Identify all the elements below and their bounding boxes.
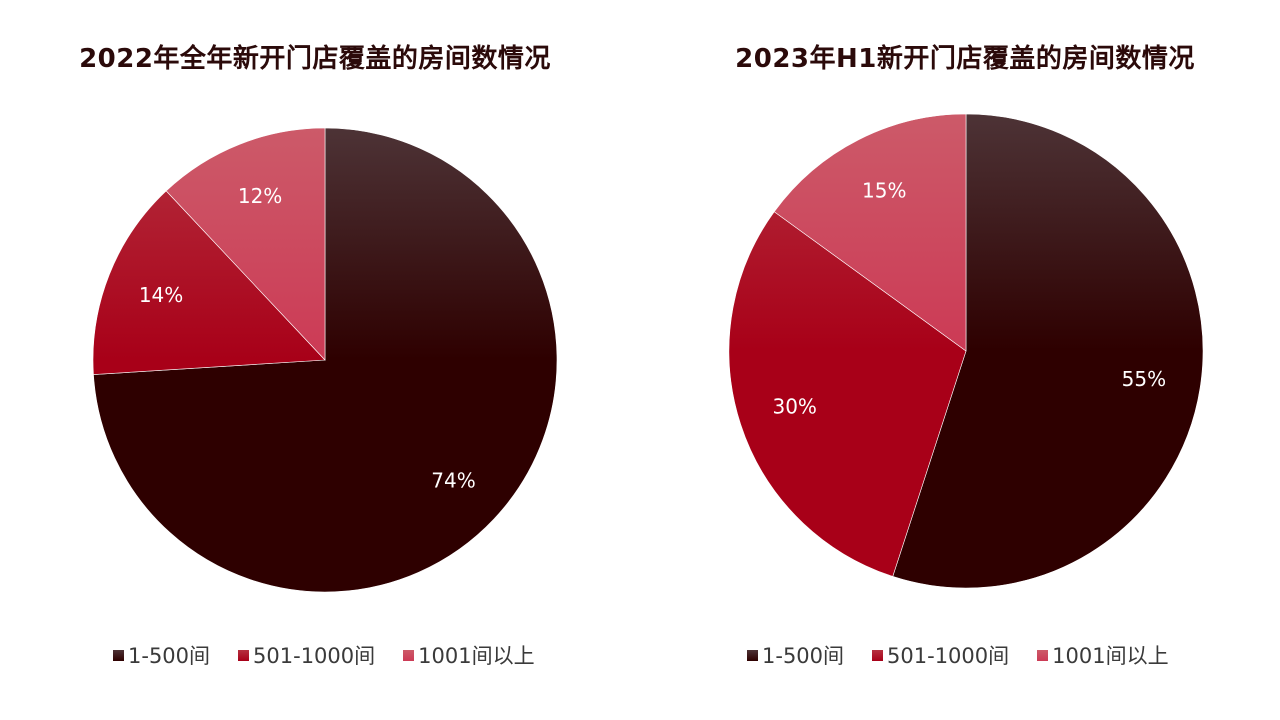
pie-chart: 55% 30% 15% [728, 113, 1204, 589]
data-label: 14% [139, 283, 183, 307]
pie-slice-501-1000间 [728, 211, 967, 577]
legend-swatch [403, 649, 415, 661]
legend-swatch [113, 649, 124, 661]
data-label: 74% [431, 469, 475, 493]
legend-label: 501-1000间 [253, 644, 376, 668]
legend-label: 1001间以上 [418, 644, 535, 668]
pie-chart: 74% 14% 12% [92, 127, 558, 593]
pie-slice-1001间以上 [165, 127, 326, 361]
legend-item: 501-1000间 [238, 640, 375, 670]
legend-item: 501-1000间 [872, 640, 1009, 670]
pie-slice-1-500间 [892, 113, 1204, 589]
legend-label: 1-500间 [128, 644, 211, 668]
data-label: 12% [238, 184, 282, 208]
chart-panel-2022: 2022年全年新开门店覆盖的房间数情况 74% 14% 12% 1-500间 501… [79, 44, 558, 670]
legend-swatch [1037, 649, 1049, 661]
data-label: 15% [862, 179, 906, 203]
chart-title: 2022年全年新开门店覆盖的房间数情况 [79, 44, 551, 74]
chart-title: 2023年H1新开门店覆盖的房间数情况 [735, 44, 1195, 74]
legend-item: 1001间以上 [403, 640, 535, 670]
legend-label: 1001间以上 [1052, 644, 1169, 668]
chart-panel-2023h1: 2023年H1新开门店覆盖的房间数情况 55% 30% 15% 1-500间 501… [640, 0, 1280, 720]
legend-item: 1001间以上 [1037, 640, 1169, 670]
legend-label: 501-1000间 [887, 644, 1010, 668]
legend: 1-500间 501-1000间 1001间以上 [113, 640, 535, 670]
legend-swatch [238, 649, 250, 661]
pie-slice-501-1000间 [92, 190, 326, 375]
data-label: 30% [772, 395, 816, 419]
legend: 1-500间 501-1000间 1001间以上 [747, 640, 1169, 670]
pie-slice-1001间以上 [773, 113, 967, 352]
data-label: 55% [1122, 367, 1166, 391]
legend-label: 1-500间 [762, 644, 845, 668]
legend-swatch [747, 649, 758, 661]
legend-item: 1-500间 [747, 640, 844, 670]
legend-item: 1-500间 [113, 640, 210, 670]
legend-swatch [872, 649, 884, 661]
